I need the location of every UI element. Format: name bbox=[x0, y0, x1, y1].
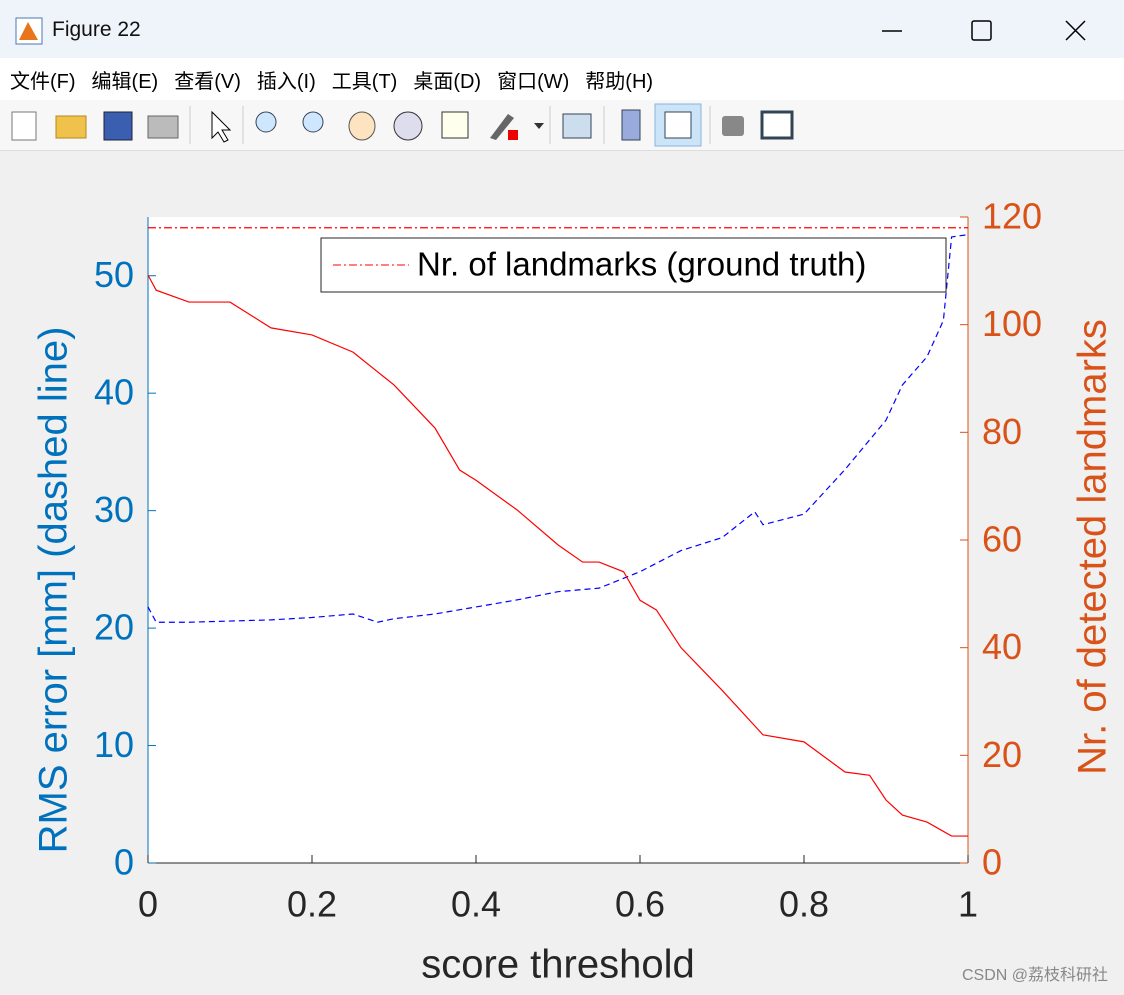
series-line bbox=[147, 274, 968, 837]
window-title: Figure 22 bbox=[52, 18, 141, 41]
legend-icon[interactable] bbox=[664, 111, 692, 139]
x-tick-label: 0 bbox=[138, 884, 158, 925]
plot-area bbox=[148, 217, 968, 863]
x-tick-label: 0.8 bbox=[779, 884, 829, 925]
chart: 0 0.2 0.4 0.6 0.8 101020304050020406080100120… bbox=[32, 196, 1115, 987]
y-tick-label: 0 bbox=[114, 842, 134, 883]
y2-tick-label: 100 bbox=[982, 303, 1042, 344]
pointer-icon[interactable] bbox=[211, 110, 232, 143]
y-tick-label: 10 bbox=[94, 724, 134, 765]
y2-tick-label: 80 bbox=[982, 411, 1022, 452]
menu-item[interactable]: 查看(V) bbox=[174, 70, 241, 93]
rotate-icon[interactable] bbox=[393, 111, 423, 141]
legend-box bbox=[320, 237, 947, 293]
hide-tools-icon[interactable] bbox=[722, 116, 744, 136]
colorbar-icon[interactable] bbox=[621, 109, 641, 141]
zoom-out-icon[interactable] bbox=[302, 111, 324, 133]
y2-tick-label: 20 bbox=[982, 734, 1022, 775]
y-tick-label: 40 bbox=[94, 372, 134, 413]
zoom-in-icon[interactable] bbox=[255, 111, 277, 133]
toolbar bbox=[0, 100, 1124, 151]
y2-axis-label: Nr. of detected landmarks bbox=[1071, 319, 1115, 775]
legend-label: Nr. of landmarks (ground truth) bbox=[417, 246, 866, 283]
datatip-icon[interactable] bbox=[441, 111, 469, 139]
y2-tick-label: 0 bbox=[982, 842, 1002, 883]
series-line bbox=[147, 234, 969, 623]
x-tick-label: 0.6 bbox=[615, 884, 665, 925]
x-axis-label: score threshold bbox=[421, 943, 694, 987]
menu-item[interactable]: 编辑(E) bbox=[91, 70, 159, 93]
brush-icon[interactable] bbox=[490, 114, 514, 140]
menu-item[interactable]: 文件(F) bbox=[10, 70, 76, 93]
menu-bar: 文件(F) 编辑(E) 查看(V) 插入(I) 工具(T) 桌面(D) 窗口(W) 帮助(H) bbox=[0, 58, 1124, 100]
x-tick-label: 0.4 bbox=[451, 884, 501, 925]
title-bar: Figure 22 bbox=[0, 0, 1124, 58]
y-tick-label: 30 bbox=[94, 489, 134, 530]
y2-tick-label: 60 bbox=[982, 519, 1022, 560]
y2-tick-label: 120 bbox=[982, 196, 1042, 237]
brush-color[interactable] bbox=[508, 130, 518, 140]
app-logo bbox=[19, 22, 38, 40]
print-icon[interactable] bbox=[147, 115, 179, 139]
menu-item[interactable]: 插入(I) bbox=[256, 70, 316, 93]
title-icons bbox=[15, 17, 1086, 45]
open-icon[interactable] bbox=[55, 115, 87, 139]
new-icon[interactable] bbox=[11, 111, 37, 141]
pan-icon[interactable] bbox=[348, 111, 376, 141]
toolbar-icons bbox=[11, 103, 794, 147]
menu-item[interactable]: 工具(T) bbox=[331, 70, 398, 93]
x-tick-label: 1 bbox=[958, 884, 978, 925]
dock-icon[interactable] bbox=[760, 110, 794, 140]
maximize-button[interactable] bbox=[971, 20, 992, 41]
menu-item[interactable]: 窗口(W) bbox=[497, 70, 570, 93]
menu-item[interactable]: 桌面(D) bbox=[413, 70, 482, 93]
x-tick-label: 0.2 bbox=[287, 884, 337, 925]
link-icon[interactable] bbox=[562, 113, 592, 139]
brush-menu[interactable] bbox=[534, 123, 544, 129]
save-icon[interactable] bbox=[103, 111, 133, 141]
y-tick-label: 20 bbox=[94, 607, 134, 648]
close-button[interactable] bbox=[1065, 20, 1086, 41]
menu-item[interactable]: 帮助(H) bbox=[585, 70, 654, 93]
y-tick-label: 50 bbox=[94, 254, 134, 295]
watermark: CSDN @荔枝科研社 bbox=[961, 967, 1108, 984]
y2-tick-label: 40 bbox=[982, 626, 1022, 667]
y-axis-label: RMS error [mm] (dashed line) bbox=[32, 327, 76, 854]
